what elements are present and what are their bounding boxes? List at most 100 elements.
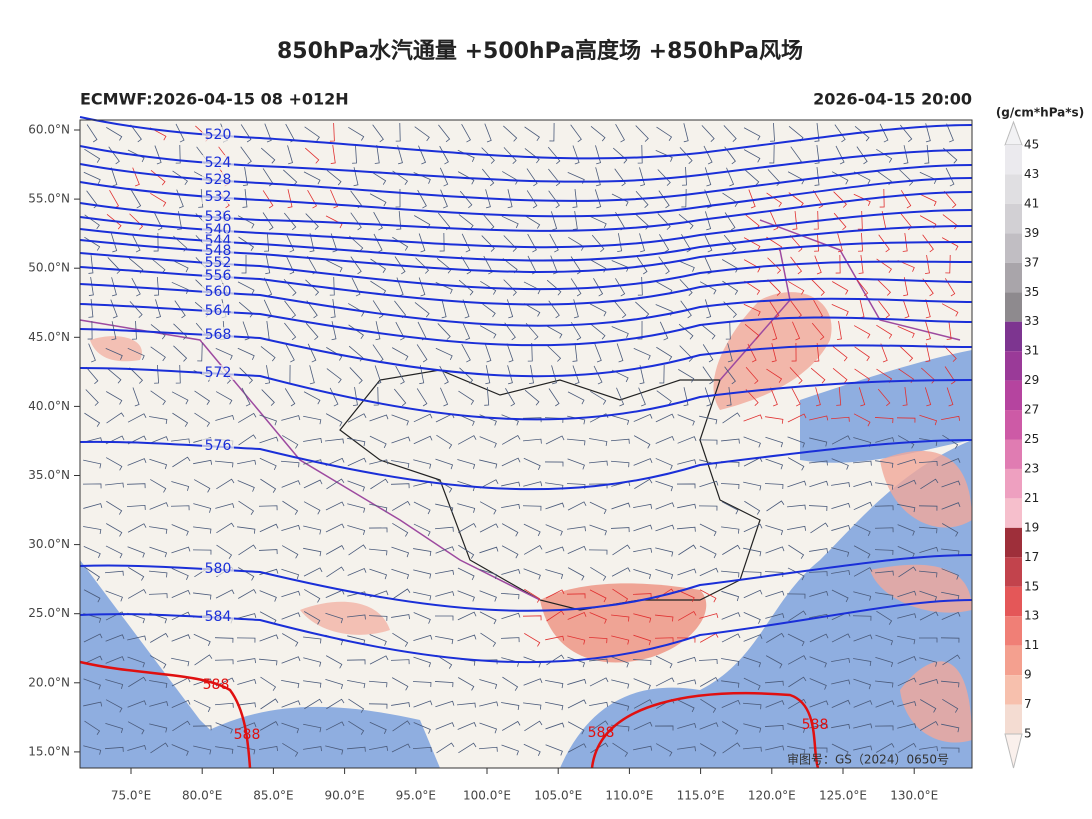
lat-label: 40.0°N	[28, 399, 70, 413]
wind-barb	[633, 503, 653, 509]
wind-barb	[633, 413, 653, 422]
wind-barb	[942, 698, 959, 713]
colorbar-label: 7	[1024, 697, 1032, 711]
wind-barb	[150, 742, 169, 754]
wind-barb	[656, 346, 673, 361]
colorbar-box	[1005, 351, 1022, 381]
wind-barb	[899, 345, 914, 362]
wind-barb	[942, 654, 961, 666]
wind-barb	[589, 501, 607, 515]
wind-barb	[84, 720, 101, 735]
wind-barb	[193, 699, 211, 713]
wind-barb	[548, 388, 560, 407]
wind-barb	[265, 255, 271, 275]
wind-barb	[853, 591, 872, 601]
wind-barb	[347, 503, 366, 513]
wind-barb	[83, 678, 101, 690]
wind-barb	[259, 457, 277, 471]
wind-barb	[721, 721, 739, 735]
wind-barb	[589, 303, 607, 317]
wind-barb	[814, 343, 820, 362]
wind-barb	[634, 478, 653, 490]
wind-barb	[458, 742, 477, 754]
wind-barb	[897, 435, 915, 449]
wind-barb	[902, 233, 908, 252]
wind-barb	[215, 460, 234, 468]
contour-label-bg	[202, 268, 234, 283]
wind-barb	[237, 526, 256, 534]
wind-barb	[393, 388, 407, 407]
wind-barb	[918, 637, 938, 643]
wind-barb	[875, 680, 894, 688]
wind-barb	[919, 657, 938, 667]
wind-barb	[595, 167, 601, 187]
wind-barb	[570, 124, 582, 143]
wind-barb	[326, 347, 343, 361]
wind-barb	[325, 655, 343, 669]
wind-barb	[724, 366, 736, 385]
wind-barb	[875, 657, 894, 668]
wind-barb	[347, 413, 367, 423]
wind-barb	[765, 524, 784, 536]
wind-barb	[567, 415, 586, 425]
wind-barb	[307, 189, 317, 209]
colorbar-label: 25	[1024, 432, 1039, 446]
wind-barb	[787, 504, 806, 510]
wind-barb	[216, 522, 235, 534]
wind-barb	[374, 365, 382, 385]
wind-barb	[369, 414, 389, 422]
wind-barb	[547, 146, 561, 165]
wind-barb	[460, 256, 472, 275]
wind-barb	[810, 367, 826, 384]
wind-barb	[633, 435, 651, 449]
wind-barb	[698, 439, 718, 445]
wind-barb	[396, 211, 402, 230]
contour-label-bg	[202, 189, 234, 204]
wind-barb	[523, 545, 543, 555]
colorbar-box	[1005, 527, 1022, 558]
wind-barb	[677, 699, 695, 713]
lat-label: 60.0°N	[28, 123, 70, 137]
wind-barb	[484, 386, 490, 406]
wind-barb	[325, 612, 344, 624]
wind-barb	[258, 505, 278, 511]
wind-barb	[479, 722, 498, 734]
wind-barb	[725, 320, 731, 340]
wind-barb	[281, 545, 299, 559]
contour-line	[79, 328, 973, 378]
wind-barb	[127, 435, 147, 445]
wind-barb	[879, 188, 885, 208]
wind-barb	[347, 437, 366, 447]
wind-barb	[457, 567, 475, 581]
wind-barb	[897, 479, 917, 489]
wind-barb	[369, 548, 388, 556]
wind-barb	[173, 323, 188, 340]
wind-barb	[150, 346, 166, 362]
wind-barb	[655, 614, 674, 622]
wind-barb	[505, 388, 516, 407]
wind-barb	[326, 368, 342, 384]
wind-barb	[570, 278, 582, 297]
wind-barb	[171, 699, 191, 709]
wind-barb	[677, 568, 697, 576]
wind-barb	[831, 679, 851, 685]
wind-barb	[457, 677, 475, 691]
wind-barb	[215, 722, 233, 734]
wind-barb	[172, 456, 191, 468]
wind-barb	[237, 613, 257, 619]
moisture-area	[90, 336, 390, 635]
colorbar-box	[1005, 704, 1022, 734]
wind-barb	[435, 569, 455, 575]
wind-barb	[676, 637, 696, 643]
wind-barb	[105, 656, 125, 664]
wind-barb	[679, 147, 693, 164]
wind-barb	[282, 500, 299, 515]
wind-barb	[941, 502, 961, 510]
wind-barb	[171, 524, 189, 536]
wind-barb	[259, 634, 279, 642]
contour-label: 560	[205, 284, 232, 300]
wind-barb	[501, 702, 520, 710]
moisture-area	[540, 583, 707, 663]
wind-barb	[391, 460, 410, 469]
wind-barb	[572, 189, 578, 208]
